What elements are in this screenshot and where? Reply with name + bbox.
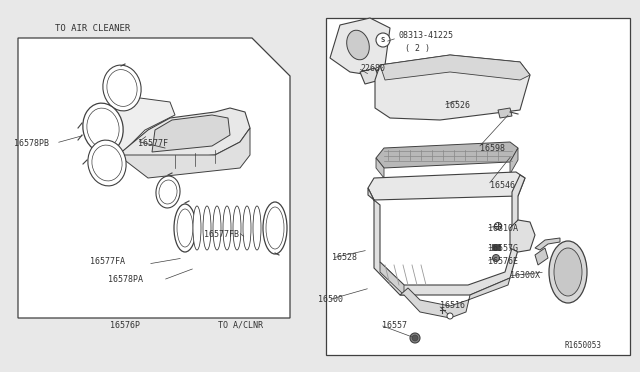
Text: 16598: 16598 <box>480 144 505 153</box>
Text: 16577FB: 16577FB <box>204 230 239 238</box>
Text: 16577FA: 16577FA <box>90 257 125 266</box>
Text: R1650053: R1650053 <box>565 340 602 350</box>
Polygon shape <box>498 108 512 118</box>
Ellipse shape <box>87 108 119 148</box>
Polygon shape <box>152 115 230 152</box>
Text: ( 2 ): ( 2 ) <box>405 44 430 52</box>
Ellipse shape <box>493 254 499 262</box>
Text: 16557: 16557 <box>382 321 407 330</box>
Text: 16557G: 16557G <box>488 244 518 253</box>
Polygon shape <box>510 220 535 252</box>
Ellipse shape <box>103 65 141 111</box>
Polygon shape <box>375 55 530 120</box>
Text: 16546: 16546 <box>490 180 515 189</box>
Text: 16516: 16516 <box>440 301 465 310</box>
Ellipse shape <box>263 202 287 254</box>
Ellipse shape <box>447 313 453 319</box>
Text: 16577F: 16577F <box>138 138 168 148</box>
Ellipse shape <box>177 209 193 247</box>
Ellipse shape <box>213 206 221 250</box>
Ellipse shape <box>243 206 251 250</box>
Polygon shape <box>376 158 384 178</box>
Text: S: S <box>381 37 385 43</box>
Polygon shape <box>368 172 525 200</box>
Ellipse shape <box>203 206 211 250</box>
Polygon shape <box>360 68 380 84</box>
Polygon shape <box>380 262 404 295</box>
Ellipse shape <box>410 333 420 343</box>
Ellipse shape <box>253 206 261 250</box>
Ellipse shape <box>376 33 390 47</box>
Polygon shape <box>18 38 290 318</box>
Ellipse shape <box>193 206 201 250</box>
Polygon shape <box>376 142 518 168</box>
Ellipse shape <box>233 206 241 250</box>
Text: TO A/CLNR: TO A/CLNR <box>218 321 263 330</box>
Polygon shape <box>95 98 175 155</box>
Ellipse shape <box>495 222 502 230</box>
Ellipse shape <box>107 70 137 106</box>
Polygon shape <box>118 108 250 162</box>
Text: 16576E: 16576E <box>488 257 518 266</box>
Text: 16500: 16500 <box>318 295 343 305</box>
Polygon shape <box>118 128 250 178</box>
Polygon shape <box>535 238 560 250</box>
Text: 16528: 16528 <box>332 253 357 263</box>
Text: TO AIR CLEANER: TO AIR CLEANER <box>55 23 131 32</box>
Ellipse shape <box>412 335 418 341</box>
Text: 16578PB: 16578PB <box>14 138 49 148</box>
Ellipse shape <box>174 204 196 252</box>
Ellipse shape <box>159 180 177 204</box>
Text: 16576P: 16576P <box>110 321 140 330</box>
Ellipse shape <box>549 241 587 303</box>
Polygon shape <box>535 248 548 265</box>
Polygon shape <box>400 278 510 318</box>
Ellipse shape <box>92 145 122 181</box>
Polygon shape <box>510 148 518 174</box>
Text: 16526: 16526 <box>445 100 470 109</box>
Ellipse shape <box>266 207 284 249</box>
Polygon shape <box>330 18 390 75</box>
Polygon shape <box>326 18 630 355</box>
Ellipse shape <box>347 30 369 60</box>
Ellipse shape <box>156 176 180 208</box>
Polygon shape <box>380 55 530 80</box>
Bar <box>492 244 500 250</box>
Ellipse shape <box>223 206 231 250</box>
Text: 16300X: 16300X <box>510 272 540 280</box>
Ellipse shape <box>88 140 126 186</box>
Ellipse shape <box>554 248 582 296</box>
Text: 16310A: 16310A <box>488 224 518 232</box>
Ellipse shape <box>83 103 123 153</box>
Text: 08313-41225: 08313-41225 <box>399 31 454 39</box>
Text: 16578PA: 16578PA <box>108 276 143 285</box>
Polygon shape <box>368 175 525 295</box>
Text: 22680: 22680 <box>360 64 385 73</box>
